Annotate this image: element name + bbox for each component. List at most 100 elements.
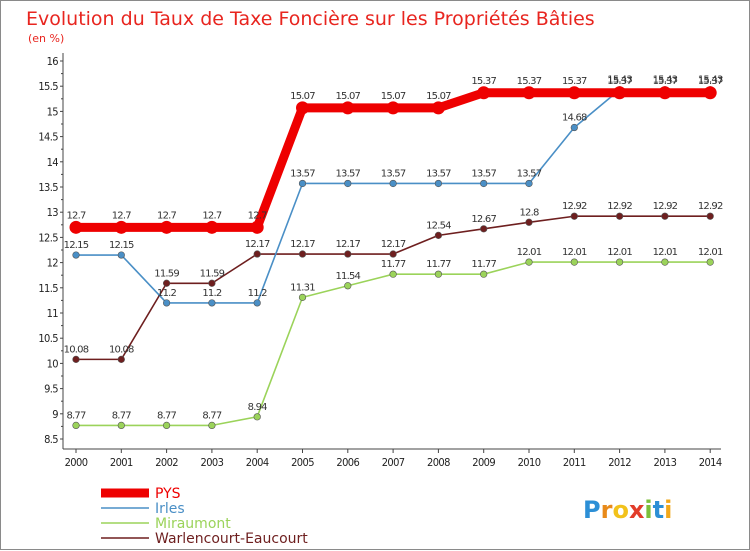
data-point [163, 421, 171, 429]
data-point [434, 179, 443, 188]
data-point [344, 282, 352, 290]
data-label: 11.2 [248, 288, 268, 299]
data-label: 15.07 [426, 91, 451, 102]
data-point [570, 212, 578, 220]
data-point [389, 179, 397, 188]
data-label: 12.01 [607, 247, 632, 258]
x-tick-label: 2006 [336, 456, 359, 469]
data-point [434, 231, 443, 239]
data-label: 13.57 [471, 168, 496, 179]
legend-label: Miraumont [155, 516, 231, 532]
data-point [703, 86, 717, 100]
data-point [613, 86, 627, 100]
logo-letter: r [601, 496, 613, 524]
data-label: 13.57 [290, 168, 315, 179]
logo-text: Proxiti [583, 496, 672, 524]
x-tick-label: 2012 [608, 456, 631, 469]
data-point [525, 218, 533, 226]
data-point [344, 250, 352, 258]
chart-title: Evolution du Taux de Taxe Foncière sur l… [26, 8, 595, 30]
data-point [341, 101, 355, 115]
legend-label: PYS [155, 486, 181, 502]
data-label: 12.92 [607, 201, 632, 212]
data-point [208, 279, 216, 287]
data-label: 12.67 [471, 214, 496, 225]
data-label: 12.01 [517, 247, 542, 258]
x-tick-label: 2008 [427, 456, 450, 469]
series-irles [72, 86, 714, 307]
data-point [208, 299, 216, 307]
logo-letter: x [629, 496, 645, 524]
data-point [661, 212, 669, 220]
data-point [525, 179, 533, 188]
data-point [163, 299, 171, 307]
data-point [163, 279, 171, 287]
data-point [567, 86, 581, 100]
y-tick-label: 10.5 [38, 332, 58, 345]
chart-subtitle: (en %) [28, 32, 64, 45]
x-tick-label: 2009 [472, 456, 495, 469]
data-label: 15.37 [517, 76, 542, 87]
data-point [298, 179, 307, 188]
y-tick-label: 16 [47, 55, 59, 68]
data-label: 12.8 [519, 207, 539, 218]
data-label: 15.43 [607, 75, 632, 86]
y-tick-label: 11 [47, 307, 59, 320]
legend-label: Warlencourt-Eaucourt [155, 531, 308, 547]
proxiti-logo: Proxiti [583, 496, 672, 524]
logo-letter: i [644, 496, 652, 524]
y-tick-label: 9 [52, 408, 58, 421]
data-label: 15.37 [607, 76, 632, 87]
data-label: 8.77 [202, 410, 222, 421]
data-label: 11.59 [154, 268, 179, 279]
data-label: 13.57 [381, 168, 406, 179]
y-tick-label: 8.5 [44, 433, 58, 446]
data-point [72, 421, 80, 429]
data-point [658, 86, 672, 100]
logo-letter: P [583, 496, 601, 524]
data-point [114, 220, 128, 234]
data-point [615, 212, 624, 220]
data-label: 13.57 [517, 168, 542, 179]
data-label: 11.59 [200, 268, 225, 279]
data-point [480, 225, 488, 233]
data-point [615, 258, 624, 266]
data-point [522, 86, 536, 100]
data-point [160, 220, 174, 234]
y-tick-label: 10 [47, 357, 59, 370]
data-point [525, 258, 533, 266]
logo-letter: t [653, 496, 664, 524]
data-label: 11.77 [471, 259, 496, 270]
legend-item-irles: Irles [101, 501, 185, 517]
data-point [431, 101, 445, 115]
data-point [250, 220, 264, 234]
y-tick-label: 15.5 [38, 80, 58, 93]
data-label: 12.92 [698, 201, 723, 212]
data-label: 12.92 [562, 201, 587, 212]
x-tick-label: 2004 [246, 456, 269, 469]
data-point [389, 250, 397, 258]
y-tick-label: 15 [47, 105, 59, 118]
data-point [298, 250, 307, 258]
data-label: 12.7 [248, 210, 268, 221]
legend-item-pys: PYS [101, 486, 181, 502]
data-label: 12.7 [112, 210, 132, 221]
series-miraumont [72, 258, 714, 429]
data-label: 12.7 [157, 210, 177, 221]
legend-item-miraumont: Miraumont [101, 516, 231, 532]
y-tick-label: 13 [47, 206, 59, 219]
y-tick-label: 14 [47, 156, 59, 169]
data-label: 11.77 [381, 259, 406, 270]
data-point [480, 270, 488, 278]
series-line-miraumont [76, 261, 711, 427]
data-label: 12.17 [381, 239, 406, 250]
data-point [477, 86, 491, 100]
x-tick-label: 2001 [110, 456, 133, 469]
data-point [72, 355, 80, 363]
data-point [117, 251, 125, 259]
data-label: 10.08 [64, 344, 89, 355]
y-tick-label: 9.5 [44, 383, 58, 396]
x-tick-label: 2013 [654, 456, 677, 469]
